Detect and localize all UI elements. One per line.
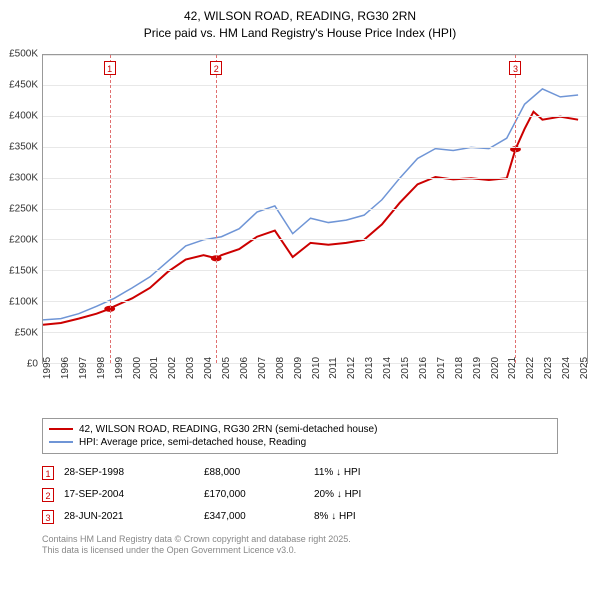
x-tick-label: 2010 bbox=[311, 356, 322, 378]
sales-price: £88,000 bbox=[204, 467, 304, 478]
x-tick-label: 2004 bbox=[203, 356, 214, 378]
y-tick-label: £200K bbox=[2, 234, 38, 245]
y-tick-label: £50K bbox=[2, 327, 38, 338]
sale-marker-box: 1 bbox=[104, 61, 116, 75]
sales-delta: 20% ↓ HPI bbox=[314, 489, 558, 500]
y-tick-label: £150K bbox=[2, 265, 38, 276]
x-tick-label: 2018 bbox=[454, 356, 465, 378]
y-tick-label: £350K bbox=[2, 141, 38, 152]
sale-marker-line bbox=[515, 55, 516, 363]
sales-delta: 11% ↓ HPI bbox=[314, 467, 558, 478]
x-tick-label: 2015 bbox=[400, 356, 411, 378]
x-tick-label: 1995 bbox=[42, 356, 53, 378]
sales-table: 1 28-SEP-1998 £88,000 11% ↓ HPI 2 17-SEP-2004… bbox=[42, 462, 558, 528]
legend-swatch bbox=[49, 428, 73, 430]
gridline-h bbox=[43, 301, 587, 302]
x-tick-label: 2019 bbox=[472, 356, 483, 378]
gridline-h bbox=[43, 209, 587, 210]
sales-date: 17-SEP-2004 bbox=[64, 489, 194, 500]
x-tick-label: 2006 bbox=[239, 356, 250, 378]
plot-region: 1 2 3 bbox=[42, 54, 588, 364]
legend: 42, WILSON ROAD, READING, RG30 2RN (semi… bbox=[42, 418, 558, 454]
y-tick-label: £500K bbox=[2, 48, 38, 59]
x-tick-label: 2012 bbox=[346, 356, 357, 378]
x-tick-label: 2022 bbox=[525, 356, 536, 378]
sales-row: 3 28-JUN-2021 £347,000 8% ↓ HPI bbox=[42, 506, 558, 528]
sales-marker: 3 bbox=[42, 510, 54, 524]
title-block: 42, WILSON ROAD, READING, RG30 2RN Price… bbox=[0, 0, 600, 46]
x-tick-label: 2020 bbox=[490, 356, 501, 378]
x-tick-label: 1997 bbox=[78, 356, 89, 378]
x-tick-label: 2016 bbox=[418, 356, 429, 378]
legend-row: HPI: Average price, semi-detached house,… bbox=[49, 436, 551, 449]
sales-delta: 8% ↓ HPI bbox=[314, 511, 558, 522]
legend-row: 42, WILSON ROAD, READING, RG30 2RN (semi… bbox=[49, 423, 551, 436]
x-tick-label: 1999 bbox=[114, 356, 125, 378]
legend-label: HPI: Average price, semi-detached house,… bbox=[79, 437, 306, 448]
legend-label: 42, WILSON ROAD, READING, RG30 2RN (semi… bbox=[79, 424, 377, 435]
chart-area: 1 2 3 £0 £50K £100K £150K £200K £250K £300K £350K… bbox=[0, 54, 600, 412]
x-tick-label: 2003 bbox=[185, 356, 196, 378]
footer-line1: Contains HM Land Registry data © Crown c… bbox=[42, 534, 558, 546]
gridline-h bbox=[43, 55, 587, 56]
footer-line2: This data is licensed under the Open Gov… bbox=[42, 545, 558, 557]
x-tick-label: 2011 bbox=[328, 357, 339, 379]
y-tick-label: £450K bbox=[2, 79, 38, 90]
sales-row: 2 17-SEP-2004 £170,000 20% ↓ HPI bbox=[42, 484, 558, 506]
title-line2: Price paid vs. HM Land Registry's House … bbox=[0, 25, 600, 42]
x-tick-label: 2007 bbox=[257, 356, 268, 378]
sales-price: £170,000 bbox=[204, 489, 304, 500]
gridline-h bbox=[43, 178, 587, 179]
sale-marker-box: 3 bbox=[509, 61, 521, 75]
x-tick-label: 2023 bbox=[543, 356, 554, 378]
x-tick-label: 2025 bbox=[579, 356, 590, 378]
legend-swatch bbox=[49, 441, 73, 443]
gridline-h bbox=[43, 270, 587, 271]
sale-marker-box: 2 bbox=[210, 61, 222, 75]
gridline-h bbox=[43, 332, 587, 333]
x-tick-label: 2000 bbox=[132, 356, 143, 378]
gridline-h bbox=[43, 85, 587, 86]
title-line1: 42, WILSON ROAD, READING, RG30 2RN bbox=[0, 8, 600, 25]
x-tick-label: 2002 bbox=[167, 356, 178, 378]
chart-container: 42, WILSON ROAD, READING, RG30 2RN Price… bbox=[0, 0, 600, 590]
sale-marker-line bbox=[110, 55, 111, 363]
gridline-h bbox=[43, 147, 587, 148]
x-tick-label: 2005 bbox=[221, 356, 232, 378]
y-tick-label: £250K bbox=[2, 203, 38, 214]
x-tick-label: 1998 bbox=[96, 356, 107, 378]
x-tick-label: 2013 bbox=[364, 356, 375, 378]
y-tick-label: £100K bbox=[2, 296, 38, 307]
x-tick-label: 2017 bbox=[436, 356, 447, 378]
x-tick-label: 1996 bbox=[60, 356, 71, 378]
gridline-h bbox=[43, 116, 587, 117]
x-tick-label: 2014 bbox=[382, 356, 393, 378]
sales-row: 1 28-SEP-1998 £88,000 11% ↓ HPI bbox=[42, 462, 558, 484]
y-tick-label: £0 bbox=[2, 358, 38, 369]
sale-marker-line bbox=[216, 55, 217, 363]
series-hpi bbox=[43, 88, 578, 319]
gridline-h bbox=[43, 239, 587, 240]
sales-marker: 2 bbox=[42, 488, 54, 502]
sales-date: 28-SEP-1998 bbox=[64, 467, 194, 478]
y-tick-label: £400K bbox=[2, 110, 38, 121]
y-tick-label: £300K bbox=[2, 172, 38, 183]
x-tick-label: 2009 bbox=[293, 356, 304, 378]
x-tick-label: 2024 bbox=[561, 356, 572, 378]
x-tick-label: 2008 bbox=[275, 356, 286, 378]
sales-marker: 1 bbox=[42, 466, 54, 480]
x-tick-label: 2001 bbox=[149, 356, 160, 378]
sales-date: 28-JUN-2021 bbox=[64, 511, 194, 522]
footer: Contains HM Land Registry data © Crown c… bbox=[42, 534, 558, 557]
sales-price: £347,000 bbox=[204, 511, 304, 522]
x-tick-label: 2021 bbox=[507, 356, 518, 378]
